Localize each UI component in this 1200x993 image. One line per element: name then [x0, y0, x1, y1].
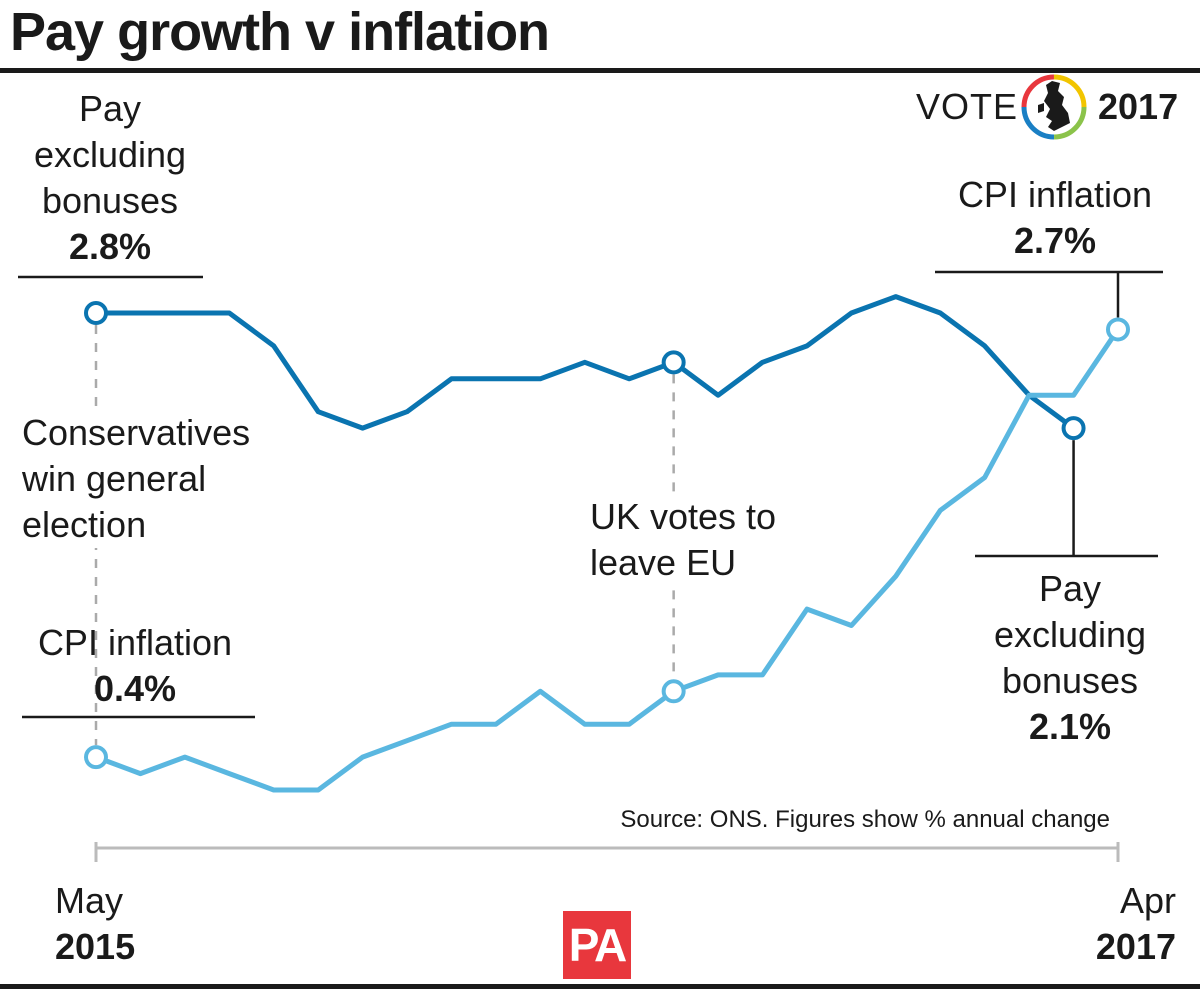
pay-end-value: 2.1%	[1028, 706, 1112, 747]
pay-end-point	[1061, 416, 1086, 441]
axis-start-month: May	[55, 880, 124, 921]
cpi-brexit-point	[661, 679, 686, 704]
election-label: Conservatives win general election	[22, 410, 302, 548]
pay-start-value: 2.8%	[68, 226, 152, 267]
cpi-end-point	[1106, 317, 1130, 342]
series-line-cpi	[93, 326, 1121, 793]
annotation-lines	[18, 270, 1163, 746]
series-line-pay	[93, 294, 1077, 431]
cpi-start-point	[84, 745, 108, 770]
pay-end-label: Pay excluding bonuses 2.1%	[960, 566, 1180, 750]
vote-word: VOTE	[916, 86, 1019, 127]
axis-start-label: May 2015	[55, 878, 175, 970]
axis-start-year: 2015	[55, 926, 136, 967]
pay-start-line-1: Pay	[78, 88, 142, 129]
time-axis	[94, 842, 1120, 862]
cpi-end-value: 2.7%	[1013, 220, 1097, 261]
axis-end-month: Apr	[1119, 880, 1176, 921]
cpi-start-label: CPI inflation 0.4%	[10, 620, 260, 712]
cpi-end-line-1: CPI inflation	[957, 174, 1153, 215]
vote-2017-logo: VOTE 2017	[916, 74, 1179, 140]
pay-end-line-2: excluding	[993, 614, 1147, 655]
brexit-line-2: leave EU	[590, 542, 737, 583]
series-lines	[93, 294, 1121, 793]
pay-start-line-2: excluding	[33, 134, 187, 175]
series-markers	[84, 301, 1130, 770]
election-line-3: election	[22, 504, 147, 545]
cpi-start-line-1: CPI inflation	[37, 622, 233, 663]
axis-end-label: Apr 2017	[1066, 878, 1176, 970]
pay-start-point	[84, 301, 108, 325]
brexit-label: UK votes to leave EU	[590, 494, 830, 586]
top-rule	[0, 68, 1200, 73]
cpi-end-label: CPI inflation 2.7%	[930, 172, 1180, 264]
pay-end-line-1: Pay	[1038, 568, 1102, 609]
bottom-rule	[0, 984, 1200, 989]
uk-map-ring-icon	[1021, 74, 1087, 140]
chart-title: Pay growth v inflation	[10, 2, 550, 62]
pay-start-label: Pay excluding bonuses 2.8%	[10, 86, 210, 270]
source-note: Source: ONS. Figures show % annual chang…	[620, 806, 1110, 833]
brexit-line-1: UK votes to	[590, 496, 777, 537]
axis-end-year: 2017	[1095, 926, 1176, 967]
pay-end-line-3: bonuses	[1001, 660, 1139, 701]
cpi-start-value: 0.4%	[93, 668, 177, 709]
pay-brexit-point	[661, 350, 686, 375]
pa-logo: PA	[563, 911, 631, 979]
election-line-2: win general	[22, 458, 207, 499]
election-line-1: Conservatives	[22, 412, 251, 453]
vote-year: 2017	[1098, 86, 1179, 127]
pay-start-line-3: bonuses	[41, 180, 179, 221]
